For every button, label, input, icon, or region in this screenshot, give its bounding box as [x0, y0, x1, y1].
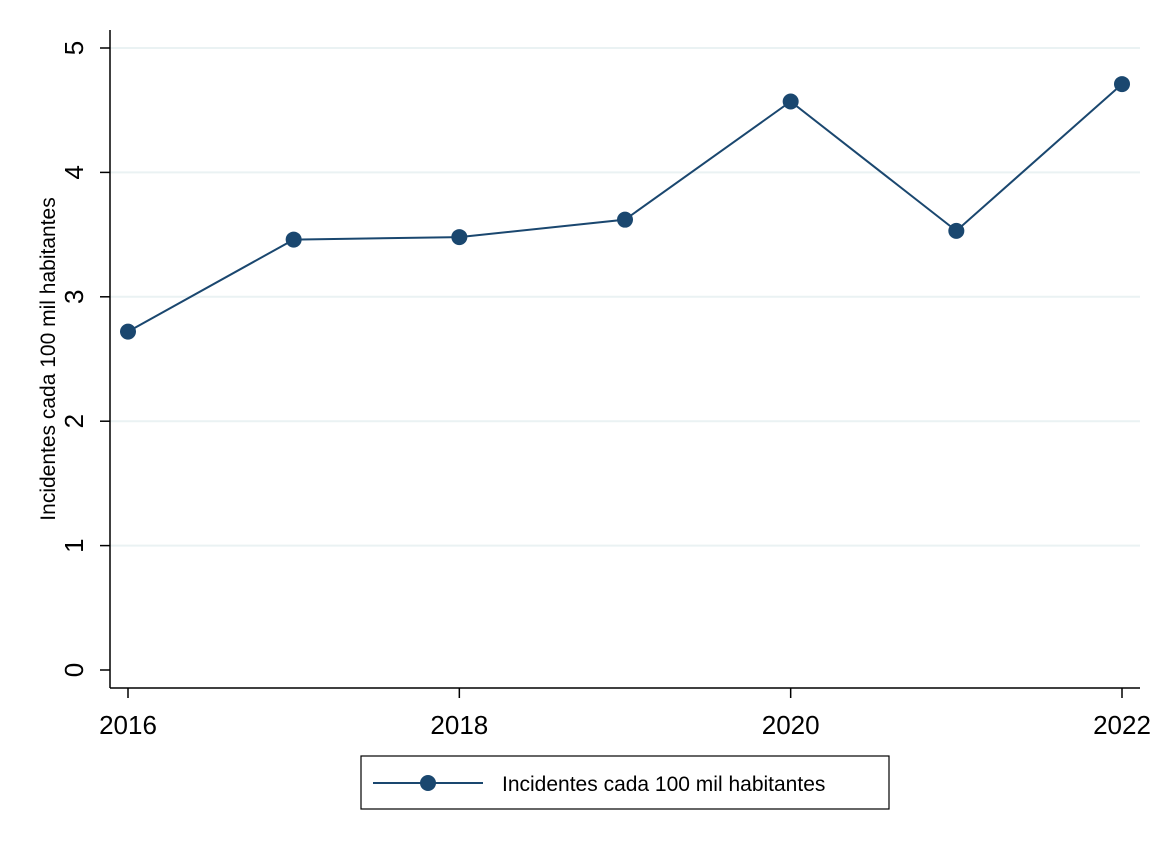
- y-tick-label: 2: [59, 414, 89, 428]
- legend-label: Incidentes cada 100 mil habitantes: [502, 773, 825, 796]
- data-point: [1114, 76, 1130, 93]
- gridlines: [110, 47, 1140, 547]
- y-axis-title: Incidentes cada 100 mil habitantes: [37, 197, 60, 520]
- x-axis-ticks: 2016 2018 2020 2022: [99, 688, 1151, 740]
- series: [120, 76, 1130, 340]
- data-point: [285, 231, 302, 248]
- y-tick-label: 3: [59, 290, 89, 304]
- y-axis-ticks: 0 1 2 3 4 5: [59, 41, 110, 677]
- x-tick-label: 2018: [430, 710, 488, 740]
- data-point: [948, 222, 965, 239]
- y-tick-label: 4: [59, 165, 89, 179]
- x-tick-label: 2020: [762, 710, 820, 740]
- axes: [109, 30, 1140, 689]
- data-point: [451, 229, 468, 246]
- y-tick-label: 5: [59, 41, 89, 55]
- data-point: [120, 323, 136, 340]
- y-tick-label: 0: [59, 663, 89, 677]
- series-line: [127, 83, 1123, 333]
- x-tick-label: 2016: [99, 710, 157, 740]
- legend-marker-swatch: [420, 775, 436, 791]
- y-tick-label: 1: [59, 538, 89, 552]
- legend: Incidentes cada 100 mil habitantes: [360, 755, 890, 810]
- data-point: [782, 93, 799, 110]
- data-point: [617, 211, 633, 228]
- x-tick-label: 2022: [1093, 710, 1151, 740]
